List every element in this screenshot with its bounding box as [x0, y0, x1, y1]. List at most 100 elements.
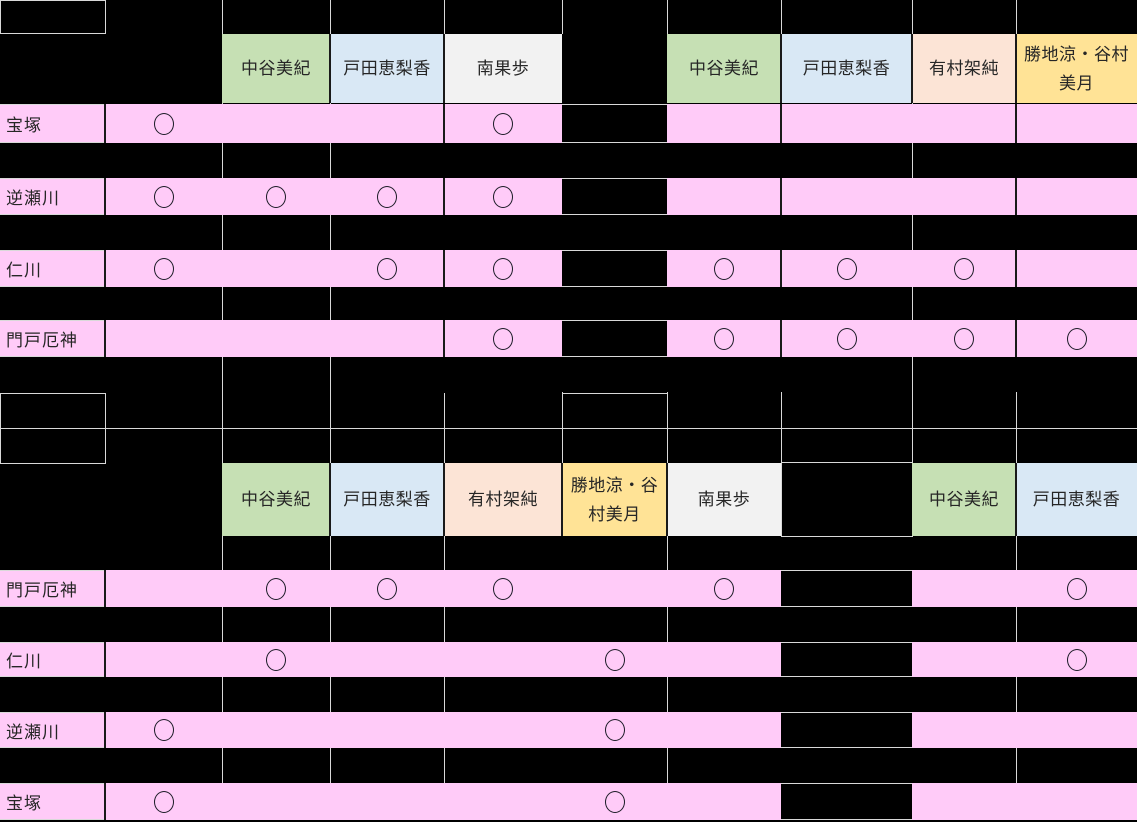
schedule-row-band[interactable]	[912, 642, 1137, 677]
actor-header-cell[interactable]: 勝地涼・谷村美月	[562, 463, 667, 536]
schedule-row-band[interactable]	[0, 104, 562, 143]
cell-divider	[104, 250, 106, 287]
gridline	[0, 676, 105, 677]
gridline	[0, 747, 105, 748]
circle-mark	[604, 719, 625, 741]
actor-header-cell[interactable]: 有村架純	[912, 34, 1016, 103]
cell-divider	[104, 178, 106, 215]
circle-mark	[153, 790, 174, 813]
empty-cell-outline	[0, 393, 106, 429]
gridline	[330, 536, 331, 820]
station-label-cell[interactable]: 逆瀬川	[6, 189, 60, 208]
circle-mark	[493, 257, 513, 280]
schedule-row-band[interactable]	[912, 783, 1137, 820]
gridline	[0, 356, 105, 357]
gridline	[330, 0, 331, 466]
gridline	[0, 142, 105, 143]
gridline	[562, 393, 667, 394]
circle-mark	[493, 185, 513, 208]
circle-mark	[604, 648, 625, 671]
header-cell-divider	[666, 463, 668, 536]
actor-header-cell[interactable]: 南果歩	[667, 463, 781, 536]
schedule-row-band[interactable]	[667, 178, 1137, 215]
gridline	[0, 104, 105, 105]
gridline	[1016, 0, 1017, 34]
actor-header-cell[interactable]: 中谷美紀	[222, 463, 330, 536]
gridline	[667, 392, 668, 463]
station-label-cell[interactable]: 門戸厄神	[6, 581, 78, 600]
cell-divider	[443, 178, 445, 215]
actor-header-cell[interactable]: 勝地涼・谷村美月	[1016, 34, 1137, 103]
gridline	[0, 428, 1137, 429]
gridline	[444, 536, 445, 820]
schedule-row-band[interactable]	[0, 712, 781, 748]
circle-mark	[714, 577, 734, 600]
actor-header-cell[interactable]: 戸田恵梨香	[781, 34, 912, 103]
cell-divider	[1015, 104, 1017, 143]
cell-divider	[1015, 320, 1017, 357]
actor-header-cell[interactable]: 中谷美紀	[667, 34, 781, 103]
station-label-cell[interactable]: 宝塚	[6, 116, 42, 135]
circle-mark	[493, 112, 513, 135]
cell-divider	[104, 320, 106, 357]
schedule-row-band[interactable]	[667, 104, 1137, 143]
circle-mark	[266, 185, 286, 208]
actor-header-cell[interactable]: 中谷美紀	[222, 34, 330, 103]
station-label-cell[interactable]: 仁川	[6, 261, 42, 280]
gridline	[0, 250, 105, 251]
gridline	[444, 393, 445, 466]
cell-divider	[104, 570, 106, 607]
gridline	[222, 0, 223, 466]
schedule-row-band[interactable]	[912, 712, 1137, 748]
header-cell-divider	[1015, 34, 1017, 103]
cell-divider	[780, 178, 782, 215]
station-label-cell[interactable]: 宝塚	[6, 794, 42, 813]
separator-cell	[781, 712, 912, 748]
schedule-row-band[interactable]	[0, 783, 781, 820]
empty-cell-outline	[781, 462, 913, 537]
circle-mark	[1066, 327, 1087, 350]
empty-cell-outline	[0, 0, 106, 34]
circle-mark	[714, 257, 734, 280]
cell-divider	[1015, 250, 1017, 287]
actor-header-cell[interactable]: 有村架純	[444, 463, 562, 536]
station-label-cell[interactable]: 仁川	[6, 652, 42, 671]
actor-header-cell[interactable]: 南果歩	[444, 34, 562, 103]
schedule-row-band[interactable]	[0, 250, 562, 287]
separator-cell	[781, 783, 912, 820]
circle-mark	[836, 327, 857, 350]
circle-mark	[266, 577, 286, 600]
cell-divider	[780, 320, 782, 357]
gridline	[222, 536, 223, 820]
header-cell-divider	[911, 34, 913, 103]
schedule-row-band[interactable]	[0, 320, 562, 357]
station-label-cell[interactable]: 逆瀬川	[6, 722, 60, 742]
schedule-row-band[interactable]	[0, 642, 781, 677]
gridline	[444, 0, 445, 34]
gridline	[781, 392, 782, 463]
actor-header-cell[interactable]: 戸田恵梨香	[1016, 463, 1137, 536]
gridline	[0, 712, 105, 713]
header-cell-divider	[780, 34, 782, 103]
station-label-cell[interactable]: 門戸厄神	[6, 331, 78, 350]
circle-mark	[836, 257, 857, 280]
schedule-row-band[interactable]	[667, 250, 1137, 287]
gridline	[667, 0, 668, 34]
circle-mark	[153, 185, 174, 208]
circle-mark	[377, 577, 397, 600]
circle-mark	[493, 327, 513, 350]
gridline	[562, 0, 563, 34]
actor-header-cell[interactable]: 戸田恵梨香	[330, 463, 444, 536]
gridline	[0, 570, 105, 571]
circle-mark	[153, 112, 174, 135]
cell-divider	[1015, 178, 1017, 215]
actor-header-cell[interactable]: 戸田恵梨香	[330, 34, 444, 103]
schedule-row-band[interactable]	[912, 570, 1137, 607]
cell-divider	[443, 250, 445, 287]
actor-header-cell[interactable]: 中谷美紀	[912, 463, 1016, 536]
circle-mark	[153, 719, 174, 741]
cell-divider	[104, 642, 106, 677]
gridline	[781, 0, 782, 34]
schedule-row-band[interactable]	[667, 320, 1137, 357]
gridline	[0, 606, 105, 607]
